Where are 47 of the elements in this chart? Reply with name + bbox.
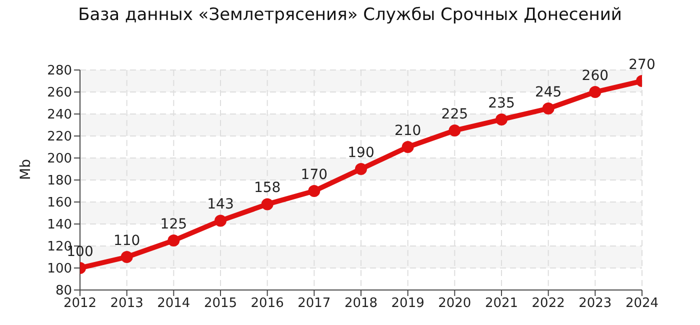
x-tick-label: 2024 [625, 296, 659, 312]
data-label: 260 [582, 68, 609, 84]
y-tick-label: 200 [47, 152, 72, 167]
y-tick-label: 180 [47, 174, 72, 189]
data-label: 125 [160, 216, 188, 232]
x-tick-label: 2013 [110, 296, 144, 312]
point [496, 114, 508, 126]
data-label: 110 [113, 233, 140, 249]
x-tick-label: 2019 [391, 296, 424, 312]
point [402, 141, 414, 153]
data-label: 190 [348, 145, 374, 161]
x-tick-label: 2016 [250, 296, 284, 312]
data-label: 245 [534, 84, 562, 100]
data-label: 170 [300, 167, 328, 183]
point [120, 251, 133, 263]
point [448, 124, 461, 136]
point [542, 102, 554, 114]
point [168, 234, 180, 246]
x-tick-label: 2023 [578, 296, 612, 312]
point [355, 163, 367, 175]
y-tick-label: 100 [47, 262, 72, 277]
data-label: 158 [254, 180, 281, 196]
x-tick-label: 2020 [438, 296, 472, 312]
x-tick-label: 2018 [344, 296, 378, 312]
y-tick-label: 160 [47, 196, 72, 211]
y-tick-label: 220 [47, 130, 72, 145]
data-label: 235 [488, 96, 515, 112]
y-axis-title: Mb [18, 158, 34, 180]
y-tick-label: 260 [47, 86, 72, 101]
y-tick-label: 280 [47, 64, 72, 79]
chart-title: База данных «Землетрясения» Службы Срочных Донесений [77, 5, 623, 25]
data-label: 210 [394, 123, 422, 139]
x-tick-label: 2021 [484, 296, 518, 312]
point [308, 185, 320, 197]
point [261, 198, 274, 210]
x-tick-label: 2014 [157, 296, 190, 312]
data-label: 270 [628, 57, 656, 73]
point [214, 214, 226, 227]
point [589, 86, 602, 98]
x-tick-label: 2012 [63, 296, 97, 312]
data-label: 225 [441, 106, 468, 122]
data-label: 143 [207, 196, 234, 213]
y-tick-label: 140 [47, 218, 72, 233]
x-tick-label: 2017 [298, 296, 331, 312]
y-tick-label: 240 [47, 108, 72, 123]
x-tick-label: 2015 [204, 296, 238, 312]
x-tick-label: 2022 [532, 296, 565, 312]
